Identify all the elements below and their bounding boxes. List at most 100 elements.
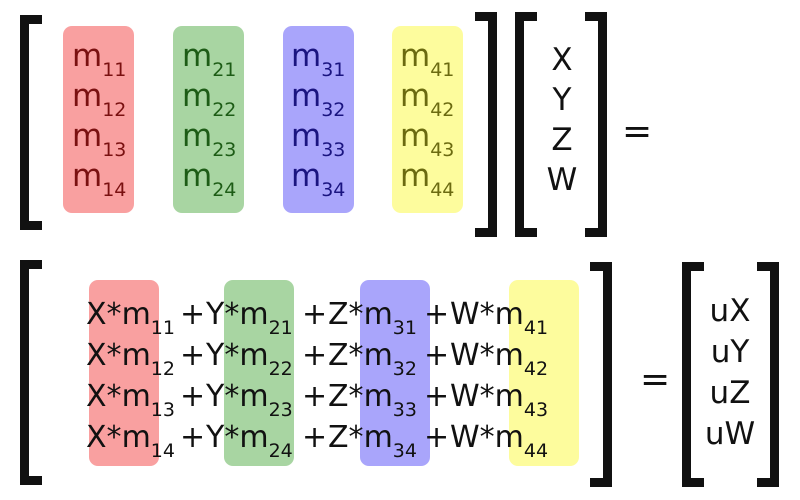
result-term: X*m14 bbox=[86, 418, 175, 462]
result-term-subscript: 24 bbox=[268, 440, 293, 462]
output-vector-entry: uX bbox=[709, 293, 751, 329]
result-term-variable: W* bbox=[450, 338, 495, 373]
matrix-entry-subscript: 33 bbox=[321, 139, 346, 161]
result-term: Y*m24 bbox=[206, 418, 293, 462]
matrix-entry: m33 bbox=[291, 116, 345, 161]
result-term-letter: m bbox=[121, 297, 151, 332]
plus-sign: + bbox=[302, 297, 328, 332]
matrix-entry-subscript: 44 bbox=[430, 179, 455, 201]
matrix-entry: m24 bbox=[182, 156, 236, 201]
result-term-variable: X* bbox=[86, 420, 122, 455]
output-vector-entry: uZ bbox=[709, 375, 751, 411]
matrix-entry: m42 bbox=[400, 76, 454, 121]
result-term-subscript: 33 bbox=[392, 399, 417, 421]
matrix-entry-letter: m bbox=[291, 78, 322, 114]
result-term-letter: m bbox=[363, 420, 393, 455]
matrix-entry-letter: m bbox=[291, 118, 322, 154]
result-term-subscript: 13 bbox=[150, 399, 175, 421]
result-term-variable: Y* bbox=[206, 297, 240, 332]
matrix-entry-subscript: 23 bbox=[212, 139, 237, 161]
matrix-entry-subscript: 12 bbox=[102, 99, 127, 121]
result-term: Y*m21 bbox=[206, 295, 293, 339]
plus-sign: + bbox=[180, 338, 206, 373]
result-term-variable: Z* bbox=[328, 338, 364, 373]
result-term-subscript: 44 bbox=[523, 440, 549, 462]
result-term: W*m44 bbox=[450, 418, 549, 462]
result-term-variable: W* bbox=[450, 379, 495, 414]
result-term-letter: m bbox=[363, 338, 393, 373]
plus-sign: + bbox=[424, 379, 450, 414]
matrix-entry-subscript: 24 bbox=[212, 179, 237, 201]
result-term-letter: m bbox=[363, 297, 393, 332]
result-term-variable: W* bbox=[450, 420, 495, 455]
plus-sign: + bbox=[302, 338, 328, 373]
matrix-entry: m43 bbox=[400, 116, 454, 161]
result-term-letter: m bbox=[494, 338, 524, 373]
matrix-entry-subscript: 31 bbox=[321, 59, 346, 81]
result-term-subscript: 23 bbox=[268, 399, 293, 421]
matrix-column-1-highlight bbox=[63, 26, 134, 213]
input-vector-entry: Y bbox=[552, 82, 572, 118]
result-term-variable: X* bbox=[86, 297, 122, 332]
result-term-letter: m bbox=[121, 379, 151, 414]
matrix-entry-subscript: 11 bbox=[102, 59, 127, 81]
matrix-column-2-highlight bbox=[173, 26, 244, 213]
result-term-letter: m bbox=[239, 338, 269, 373]
result-term-variable: Z* bbox=[328, 297, 364, 332]
matrix-entry-letter: m bbox=[182, 158, 213, 194]
matrix-entry-letter: m bbox=[72, 38, 103, 74]
matrix-entry-letter: m bbox=[400, 38, 431, 74]
result-term-letter: m bbox=[494, 379, 524, 414]
plus-sign: + bbox=[180, 379, 206, 414]
result-term: X*m12 bbox=[86, 336, 175, 380]
matrix-entry: m32 bbox=[291, 76, 345, 121]
result-term-subscript: 12 bbox=[150, 358, 175, 380]
result-term: Z*m33 bbox=[328, 377, 417, 421]
matrix-entry: m13 bbox=[72, 116, 126, 161]
result-term: Z*m31 bbox=[328, 295, 417, 339]
result-term: W*m41 bbox=[450, 295, 548, 339]
matrix-entry: m21 bbox=[182, 36, 236, 81]
result-term-variable: X* bbox=[86, 379, 122, 414]
equals-sign-top: = bbox=[622, 111, 653, 152]
matrix-entry-letter: m bbox=[182, 78, 213, 114]
matrix-column-4-highlight bbox=[392, 26, 463, 213]
output-vector-entry: uW bbox=[704, 416, 756, 452]
result-term: X*m11 bbox=[86, 295, 175, 339]
matrix-entry: m22 bbox=[182, 76, 236, 121]
result-term-variable: Y* bbox=[206, 338, 240, 373]
matrix-entry-subscript: 22 bbox=[212, 99, 237, 121]
result-term: W*m42 bbox=[450, 336, 549, 380]
plus-sign: + bbox=[302, 379, 328, 414]
result-term-subscript: 21 bbox=[268, 317, 293, 339]
matrix-entry-letter: m bbox=[291, 38, 322, 74]
result-term-letter: m bbox=[121, 420, 151, 455]
matrix-entry-letter: m bbox=[182, 118, 213, 154]
result-column-3-highlight bbox=[360, 280, 430, 466]
matrix-entry: m34 bbox=[291, 156, 345, 201]
result-column-2-highlight bbox=[224, 280, 294, 466]
plus-sign: + bbox=[180, 420, 206, 455]
result-term-letter: m bbox=[363, 379, 393, 414]
result-term-variable: X* bbox=[86, 338, 122, 373]
result-term-subscript: 42 bbox=[523, 358, 549, 380]
result-term-subscript: 32 bbox=[392, 358, 417, 380]
result-term-variable: Y* bbox=[206, 420, 240, 455]
matrix-entry-subscript: 32 bbox=[321, 99, 346, 121]
result-term-letter: m bbox=[239, 420, 269, 455]
matrix-entry-subscript: 13 bbox=[102, 139, 127, 161]
matrix-entry: m41 bbox=[400, 36, 454, 81]
result-term-subscript: 31 bbox=[392, 317, 417, 339]
matrix-entry-subscript: 34 bbox=[321, 179, 346, 201]
output-vector-entry: uY bbox=[710, 334, 750, 370]
matrix-entry: m31 bbox=[291, 36, 345, 81]
matrix-entry-letter: m bbox=[72, 78, 103, 114]
result-term: Y*m23 bbox=[206, 377, 293, 421]
result-term-variable: Z* bbox=[328, 379, 364, 414]
matrix-entry-letter: m bbox=[182, 38, 213, 74]
result-term-subscript: 34 bbox=[392, 440, 417, 462]
result-term-subscript: 14 bbox=[150, 440, 175, 462]
input-vector-entry: Z bbox=[551, 122, 573, 158]
result-term-letter: m bbox=[239, 379, 269, 414]
plus-sign: + bbox=[302, 420, 328, 455]
